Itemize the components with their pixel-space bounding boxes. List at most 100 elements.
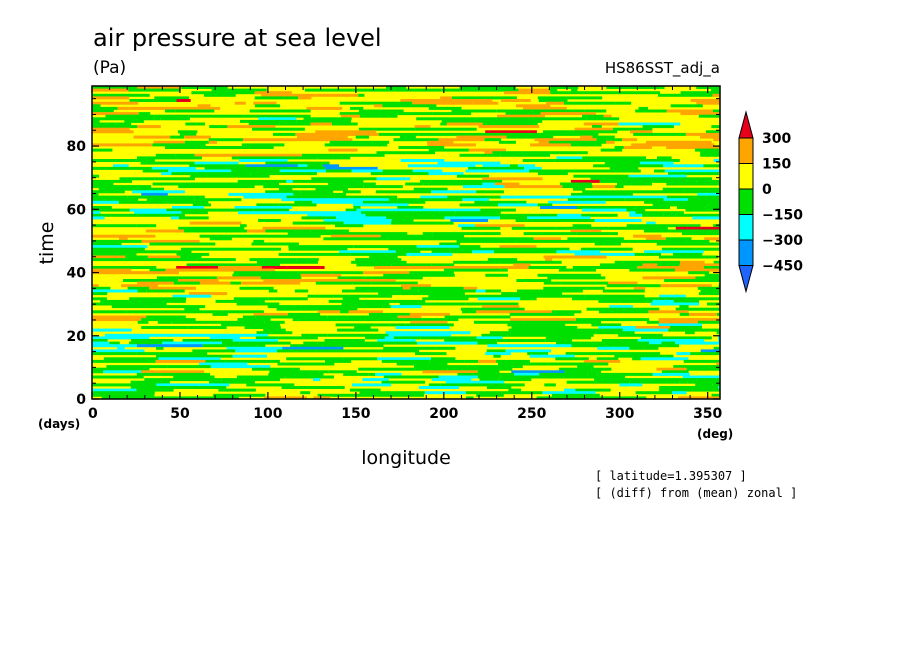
heatmap-cell xyxy=(149,242,216,246)
heatmap-cell xyxy=(489,331,541,335)
heatmap-cell xyxy=(666,146,720,149)
heatmap-cell xyxy=(380,234,433,238)
heatmap-cell xyxy=(441,179,503,183)
heatmap-cell xyxy=(460,164,476,168)
heatmap-cell xyxy=(504,91,551,95)
heatmap-cell xyxy=(482,177,543,181)
heatmap-cell xyxy=(211,88,267,92)
heatmap-cell xyxy=(659,388,693,392)
heatmap-cell xyxy=(137,86,182,89)
heatmap-cell xyxy=(92,216,105,220)
heatmap-cell xyxy=(166,276,217,280)
heatmap-cell xyxy=(617,182,632,186)
heatmap-cell xyxy=(431,378,472,382)
heatmap-cell xyxy=(333,153,385,157)
heatmap-cell xyxy=(547,276,606,280)
heatmap-cell xyxy=(564,388,576,392)
heatmap-cell xyxy=(342,357,378,361)
heatmap-cell xyxy=(517,164,536,168)
heatmap-cell xyxy=(261,266,325,269)
heatmap-cell xyxy=(199,362,248,366)
heatmap-cell xyxy=(232,339,279,342)
heatmap-cell xyxy=(697,336,712,340)
heatmap-cell xyxy=(596,159,658,162)
heatmap-cell xyxy=(178,216,209,220)
heatmap-cell xyxy=(478,125,540,129)
heatmap-cell xyxy=(529,169,576,173)
heatmap-cell xyxy=(462,310,477,314)
heatmap-cell xyxy=(712,86,720,89)
heatmap-cell xyxy=(635,326,670,329)
heatmap-cell xyxy=(439,242,461,246)
heatmap-cell xyxy=(352,383,392,387)
heatmap-cell xyxy=(663,213,676,217)
heatmap-cell xyxy=(458,224,475,228)
heatmap-cell xyxy=(209,336,240,340)
heatmap-cell xyxy=(241,359,280,363)
heatmap-cell xyxy=(628,174,687,178)
heatmap-cell xyxy=(177,156,202,160)
heatmap-cell xyxy=(677,206,706,209)
heatmap-cell xyxy=(146,289,185,293)
heatmap-cell xyxy=(476,310,511,314)
heatmap-cell xyxy=(149,271,179,275)
heatmap-cell xyxy=(527,216,591,220)
heatmap-cell xyxy=(522,151,560,155)
heatmap-cell xyxy=(188,333,197,337)
heatmap-cell xyxy=(456,239,517,243)
heatmap-cell xyxy=(313,378,321,382)
heatmap-cell xyxy=(184,229,248,233)
heatmap-cell xyxy=(178,396,239,400)
heatmap-cell xyxy=(654,276,696,280)
heatmap-cell xyxy=(538,99,568,102)
heatmap-cell xyxy=(617,310,649,314)
heatmap-cell xyxy=(563,375,626,379)
heatmap-cell xyxy=(168,169,232,173)
heatmap-cell xyxy=(594,378,625,382)
heatmap-cell xyxy=(337,279,396,282)
colorbar-segment xyxy=(738,214,754,241)
heatmap-cell xyxy=(593,164,631,168)
heatmap-cell xyxy=(598,299,621,303)
heatmap-cell xyxy=(628,239,687,243)
heatmap-cell xyxy=(242,315,256,319)
heatmap-cell xyxy=(698,114,720,118)
heatmap-cell xyxy=(339,250,396,254)
heatmap-cell xyxy=(265,229,311,233)
heatmap-cell xyxy=(680,112,720,116)
heatmap-cell xyxy=(322,164,340,168)
heatmap-cell xyxy=(516,239,565,243)
heatmap-cell xyxy=(138,365,168,369)
heatmap-cell xyxy=(696,101,720,105)
heatmap-cell xyxy=(533,237,547,241)
heatmap-cell xyxy=(377,393,424,397)
heatmap-cell xyxy=(317,393,378,397)
heatmap-cell xyxy=(311,117,338,121)
heatmap-cell xyxy=(358,367,416,371)
heatmap-cell xyxy=(152,143,206,147)
heatmap-cell xyxy=(136,388,174,392)
heatmap-cell xyxy=(92,127,130,131)
heatmap-cell xyxy=(699,292,720,296)
heatmap-cell xyxy=(255,315,306,319)
heatmap-cell xyxy=(295,132,337,136)
heatmap-cell xyxy=(513,263,531,267)
heatmap-cell xyxy=(572,266,638,269)
heatmap-cell xyxy=(441,292,465,296)
heatmap-cell xyxy=(434,297,454,301)
heatmap-cell xyxy=(210,365,271,369)
heatmap-cell xyxy=(358,289,419,293)
heatmap-cell xyxy=(289,138,329,142)
heatmap-cell xyxy=(161,372,211,376)
heatmap-cell xyxy=(154,177,162,181)
heatmap-cell xyxy=(507,333,547,337)
heatmap-cell xyxy=(405,182,424,186)
heatmap-cell xyxy=(520,297,537,301)
heatmap-cell xyxy=(92,344,113,348)
heatmap-cell xyxy=(582,156,647,160)
heatmap-cell xyxy=(358,93,365,97)
heatmap-cell xyxy=(659,294,686,298)
heatmap-cell xyxy=(92,318,142,322)
heatmap-cell xyxy=(685,339,705,342)
heatmap-cell xyxy=(438,375,447,379)
